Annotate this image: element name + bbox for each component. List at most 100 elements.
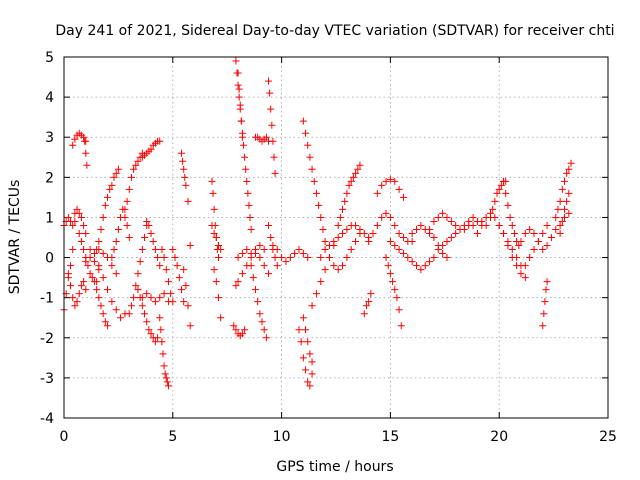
data-point <box>486 213 494 221</box>
data-point <box>97 225 105 233</box>
data-point <box>552 225 560 233</box>
series-arc-39 <box>299 314 316 366</box>
data-point <box>365 298 373 306</box>
data-point <box>421 262 429 270</box>
data-point <box>214 294 222 302</box>
data-point <box>141 234 149 241</box>
y-tick-label: 3 <box>45 130 54 146</box>
data-point <box>439 250 447 258</box>
data-point <box>517 270 525 278</box>
data-point <box>163 378 171 386</box>
data-point <box>321 246 329 254</box>
data-point <box>567 159 575 167</box>
data-point <box>521 274 529 282</box>
data-point <box>179 157 187 165</box>
data-point <box>156 262 164 270</box>
data-point <box>169 246 177 254</box>
data-point <box>273 262 281 270</box>
series-arc-61 <box>552 159 575 221</box>
y-tick-label: 5 <box>45 50 54 66</box>
data-point <box>158 246 166 254</box>
data-point <box>161 370 169 378</box>
data-point <box>321 238 329 246</box>
data-point <box>125 234 133 241</box>
data-point <box>560 213 568 221</box>
data-point <box>547 234 555 241</box>
data-point <box>99 250 107 258</box>
data-point <box>399 234 407 241</box>
data-point <box>308 358 316 366</box>
x-tick-label: 25 <box>599 429 617 445</box>
series-arc-40 <box>299 117 329 246</box>
data-point <box>530 246 538 254</box>
data-point <box>214 254 222 262</box>
x-axis-title: GPS time / hours <box>276 459 393 475</box>
data-point <box>134 270 142 278</box>
data-point <box>334 234 342 241</box>
data-point <box>141 310 149 318</box>
data-point <box>299 117 307 125</box>
data-point <box>154 254 162 262</box>
data-point <box>343 254 351 262</box>
data-point <box>247 250 255 258</box>
series-arc-37 <box>269 242 312 266</box>
data-point <box>265 77 273 85</box>
data-point <box>500 229 508 237</box>
data-point <box>352 221 360 229</box>
chart-title: Day 241 of 2021, Sidereal Day-to-day VTE… <box>55 23 614 39</box>
data-point <box>173 262 181 270</box>
data-point <box>339 262 347 270</box>
series-arc-58 <box>521 221 551 270</box>
series-arc-33 <box>247 262 270 342</box>
data-point <box>67 217 75 225</box>
data-point <box>180 298 188 306</box>
data-point <box>378 213 386 221</box>
data-point <box>308 165 316 173</box>
y-tick-label: -2 <box>40 331 54 347</box>
data-point <box>108 181 116 189</box>
data-point <box>147 330 155 338</box>
series-arc-19 <box>156 314 172 390</box>
data-point <box>234 81 242 89</box>
data-point <box>560 205 568 213</box>
data-point <box>317 278 325 286</box>
data-point <box>408 238 416 246</box>
data-point <box>182 181 190 189</box>
series-arc-47 <box>373 175 407 201</box>
data-point <box>408 258 416 266</box>
data-point <box>143 318 151 326</box>
data-point <box>443 238 451 246</box>
data-point <box>278 254 286 262</box>
data-point <box>304 141 312 149</box>
data-point <box>319 225 327 233</box>
series-arc-60 <box>543 209 573 250</box>
data-point <box>306 382 314 390</box>
data-point <box>260 246 268 254</box>
data-point <box>360 310 368 318</box>
data-point <box>134 286 142 294</box>
x-tick-label: 0 <box>60 429 69 445</box>
data-point <box>210 229 218 237</box>
data-point <box>299 314 307 322</box>
data-point <box>162 374 170 382</box>
data-point <box>369 229 377 237</box>
data-point <box>266 89 274 97</box>
data-point <box>235 85 243 93</box>
x-tick-label: 10 <box>273 429 291 445</box>
data-point <box>508 221 516 229</box>
data-point <box>373 189 381 197</box>
data-point <box>232 282 240 290</box>
x-tick-label: 5 <box>168 429 177 445</box>
data-point <box>539 322 547 330</box>
data-point <box>336 213 344 221</box>
data-point <box>235 93 243 101</box>
data-point <box>75 290 83 298</box>
data-point <box>312 290 320 298</box>
data-point <box>67 282 75 290</box>
series-arc-45 <box>360 290 375 318</box>
data-point <box>169 298 177 306</box>
data-point <box>443 213 451 221</box>
data-point <box>164 278 172 286</box>
series-arc-23 <box>180 266 194 330</box>
data-point <box>82 229 90 237</box>
